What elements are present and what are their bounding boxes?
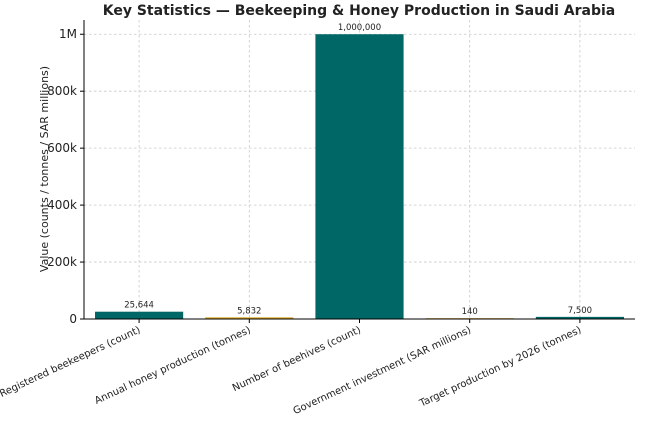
x-tick-labels: Registered beekeepers (count)Annual hone… xyxy=(0,325,583,417)
bars xyxy=(95,34,624,319)
y-tick-label: 1M xyxy=(59,27,77,41)
axes xyxy=(80,20,635,323)
y-tick-label: 0 xyxy=(69,312,77,326)
y-axis-label: Value (counts / tonnes / SAR millions) xyxy=(38,66,51,272)
bar xyxy=(95,311,184,319)
data-label: 5,832 xyxy=(237,306,261,316)
bar xyxy=(535,316,624,319)
y-tick-label: 600k xyxy=(47,141,77,155)
data-label: 7,500 xyxy=(568,306,592,316)
x-tick-label: Government investment (SAR millions) xyxy=(292,325,473,417)
data-label: 1,000,000 xyxy=(338,23,381,33)
data-label: 25,644 xyxy=(124,301,154,311)
bar xyxy=(315,34,404,319)
y-tick-label: 800k xyxy=(47,84,77,98)
y-tick-label: 400k xyxy=(47,198,77,212)
chart-title: Key Statistics — Beekeeping & Honey Prod… xyxy=(103,3,615,19)
y-tick-labels: 0 200k 400k 600k 800k 1M xyxy=(47,27,77,326)
data-labels: 25,644 5,832 1,000,000 140 7,500 xyxy=(124,23,592,317)
bar xyxy=(205,317,294,319)
y-tick-label: 200k xyxy=(47,255,77,269)
data-label: 140 xyxy=(462,307,478,317)
